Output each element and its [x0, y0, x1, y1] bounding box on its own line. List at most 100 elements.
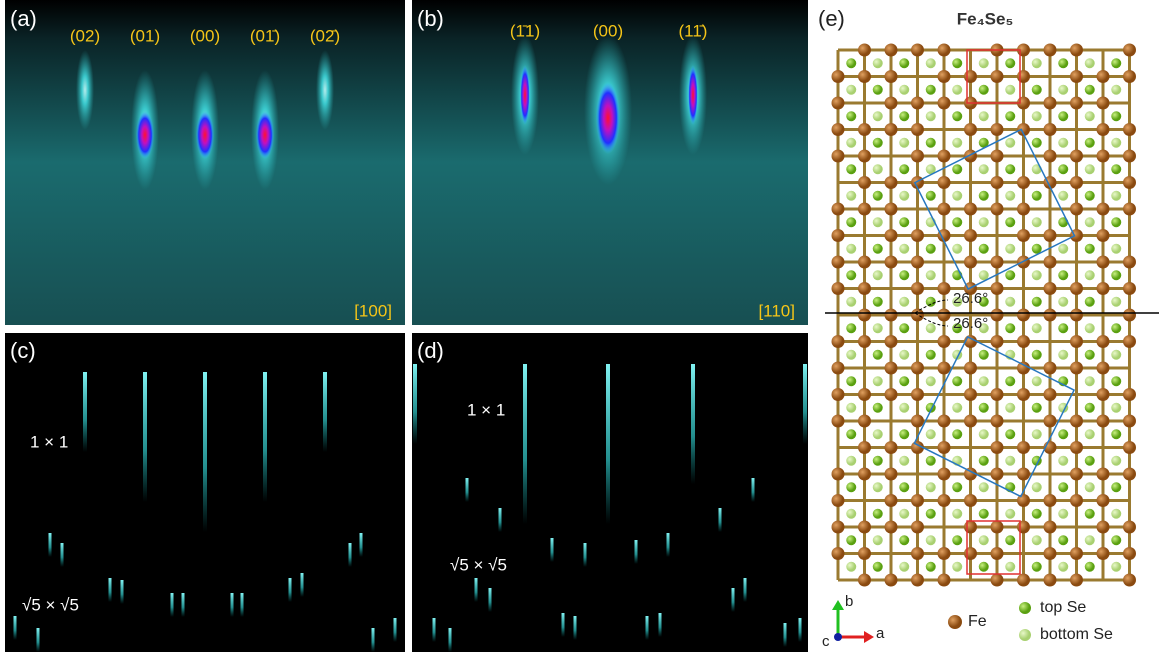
fe-atom — [964, 229, 977, 242]
se-atom — [873, 509, 883, 519]
fe-atom — [964, 70, 977, 83]
se-atom — [1058, 482, 1068, 492]
fe-atom — [991, 150, 1004, 163]
panel-label: (a) — [10, 6, 37, 31]
simulated-spot — [231, 593, 234, 617]
se-atom — [1005, 323, 1015, 333]
simulated-spot — [732, 588, 735, 612]
se-atom — [899, 85, 909, 95]
fe-atom — [1044, 494, 1057, 507]
fe-atom — [832, 494, 845, 507]
fe-atom — [1070, 362, 1083, 375]
simulated-streak — [691, 364, 695, 484]
se-atom — [979, 509, 989, 519]
se-atom — [1005, 191, 1015, 201]
simulated-spot — [499, 508, 502, 532]
se-atom — [926, 456, 936, 466]
fe-atom — [938, 309, 951, 322]
simulated-spot — [466, 478, 469, 502]
se-atom — [846, 270, 856, 280]
se-atom — [979, 85, 989, 95]
se-atom — [1005, 403, 1015, 413]
se-atom — [926, 429, 936, 439]
fe-atom — [964, 494, 977, 507]
fe-atom — [885, 70, 898, 83]
fe-atom — [991, 388, 1004, 401]
fe-atom — [858, 309, 871, 322]
se-atom — [1058, 509, 1068, 519]
simulated-spot — [646, 616, 649, 640]
se-atom — [952, 509, 962, 519]
se-atom — [899, 403, 909, 413]
se-atom — [1032, 191, 1042, 201]
se-atom — [899, 376, 909, 386]
se-atom — [1085, 270, 1095, 280]
fe-atom — [858, 176, 871, 189]
se-atom — [1085, 535, 1095, 545]
simulated-spot — [241, 593, 244, 617]
se-atom — [1058, 111, 1068, 121]
se-atom — [979, 482, 989, 492]
fe-atom — [1123, 547, 1136, 560]
se-atom — [1111, 376, 1121, 386]
se-atom — [1032, 138, 1042, 148]
se-atom — [1058, 191, 1068, 201]
se-atom — [952, 562, 962, 572]
fe-atom — [858, 415, 871, 428]
fe-atom — [1017, 176, 1030, 189]
fe-atom — [1097, 150, 1110, 163]
fe-atom — [1044, 97, 1057, 110]
se-atom — [1111, 217, 1121, 227]
se-atom — [1111, 58, 1121, 68]
fe-atom — [1044, 415, 1057, 428]
fe-atom — [911, 415, 924, 428]
se-atom — [952, 376, 962, 386]
se-atom — [899, 111, 909, 121]
se-atom — [1085, 509, 1095, 519]
fe-atom — [964, 415, 977, 428]
simulated-spot — [584, 543, 587, 567]
panel-label: (d) — [417, 338, 444, 363]
se-atom — [846, 456, 856, 466]
simulated-spot — [562, 613, 565, 637]
simulated-spot — [14, 616, 17, 640]
se-atom — [1058, 164, 1068, 174]
fe-atom — [938, 574, 951, 587]
fe-atom — [1017, 468, 1030, 481]
fe-atom — [964, 123, 977, 136]
se-atom — [873, 456, 883, 466]
fe-atom — [938, 335, 951, 348]
fe-atom — [885, 256, 898, 269]
fe-atom — [1017, 335, 1030, 348]
se-atom — [1085, 403, 1095, 413]
spot-index: (00) — [190, 26, 220, 45]
fe-atom — [1017, 309, 1030, 322]
simulated-streak — [413, 364, 417, 444]
fe-atom — [1017, 441, 1030, 454]
panel-label: (b) — [417, 6, 444, 31]
se-atom — [873, 164, 883, 174]
fe-atom — [964, 547, 977, 560]
se-atom — [926, 244, 936, 254]
fe-atom — [1070, 415, 1083, 428]
fe-atom — [832, 123, 845, 136]
fe-atom — [885, 362, 898, 375]
simulated-streak — [203, 372, 207, 532]
se-atom — [1111, 562, 1121, 572]
se-atom — [1111, 191, 1121, 201]
se-atom — [846, 164, 856, 174]
se-atom — [979, 429, 989, 439]
se-atom — [1058, 138, 1068, 148]
simulated-spot — [301, 573, 304, 597]
axis-arrowhead — [864, 631, 874, 643]
simulated-spot — [109, 578, 112, 602]
fe-atom — [1017, 362, 1030, 375]
se-atom — [926, 323, 936, 333]
se-atom — [846, 138, 856, 148]
diffraction-streak — [316, 50, 334, 130]
fe-atom — [832, 415, 845, 428]
simulated-spot — [49, 533, 52, 557]
se-atom — [899, 191, 909, 201]
fe-atom — [885, 441, 898, 454]
fe-atom — [1044, 150, 1057, 163]
